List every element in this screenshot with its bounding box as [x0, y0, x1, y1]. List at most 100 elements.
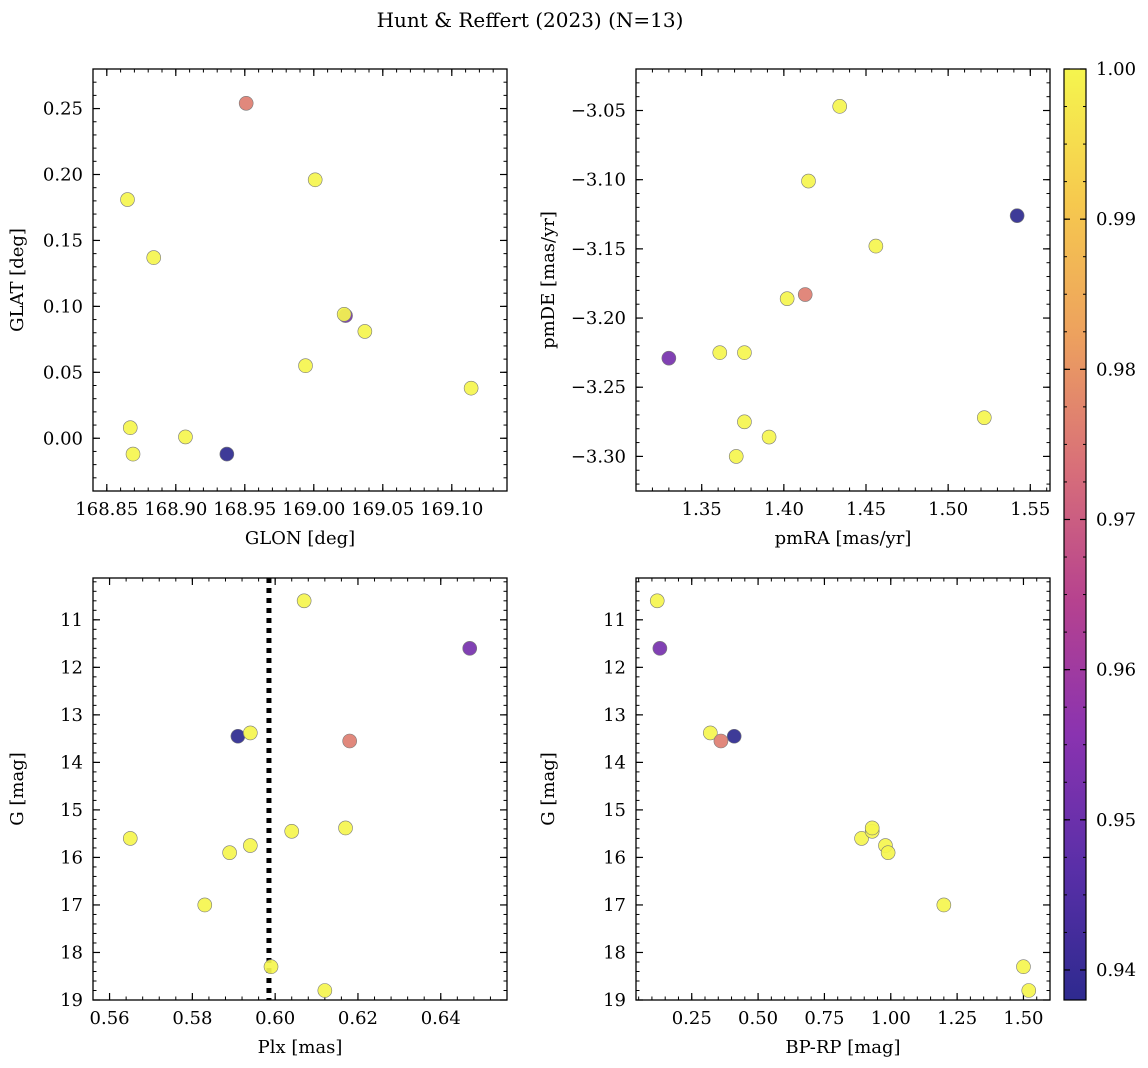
- scatter-point: [649, 593, 665, 609]
- scatter-point: [263, 959, 279, 975]
- scatter-point: [737, 414, 752, 430]
- plot-frame: [635, 68, 1051, 492]
- y-tick-label: 14: [603, 752, 626, 773]
- scatter-point: [146, 250, 162, 265]
- scatter-point: [307, 172, 323, 188]
- scatter-point: [230, 728, 246, 744]
- colorbar-tick-label: 0.98: [1096, 359, 1136, 380]
- x-tick-label: 1.25: [937, 1008, 977, 1029]
- scatter-panel-4: 0.25 0.50 0.75 1.00 1.25 1.50 11 12 13 14 15 16 17 18…: [538, 577, 1051, 1058]
- scatter-point: [976, 410, 992, 425]
- scatter-point: [243, 838, 258, 853]
- y-tick-label: 19: [603, 990, 626, 1011]
- colorbar-gradient: [1063, 68, 1087, 1001]
- y-tick-label: 16: [60, 847, 83, 868]
- colorbar-tick-label: 0.96: [1096, 660, 1136, 681]
- scatter-point: [854, 831, 869, 846]
- y-tick-label: 17: [603, 895, 626, 916]
- scatter-point: [122, 831, 138, 846]
- y-tick-label: 11: [603, 610, 626, 631]
- x-tick-label: 1.35: [682, 499, 722, 520]
- x-tick-label: 169.10: [420, 499, 483, 520]
- y-tick-label: 0.00: [43, 428, 83, 449]
- scatter-point: [880, 845, 896, 860]
- y-tick-label: 14: [60, 752, 83, 773]
- y-tick-label: −3.30: [571, 446, 626, 467]
- y-tick-label: −3.15: [571, 239, 626, 260]
- y-tick-label: −3.05: [571, 101, 626, 122]
- y-tick-label: 12: [60, 657, 83, 678]
- y-tick-label: 19: [60, 990, 83, 1011]
- scatter-point: [832, 99, 848, 114]
- x-tick-label: 1.55: [1010, 499, 1050, 520]
- x-tick-label: 0.75: [804, 1008, 844, 1029]
- scatter-point: [801, 173, 816, 189]
- scatter-point: [357, 324, 373, 339]
- x-tick-label: 0.60: [255, 1008, 295, 1029]
- scatter-point: [197, 897, 213, 913]
- data-layer: [122, 578, 478, 1000]
- x-tick-label: 0.58: [172, 1008, 212, 1029]
- y-tick-label: 11: [60, 610, 83, 631]
- plot-frame: [635, 577, 1051, 1001]
- scatter-point: [1009, 208, 1025, 223]
- x-tick-label: 1.50: [1003, 1008, 1043, 1029]
- scatter-point: [298, 358, 313, 374]
- y-tick-label: 18: [60, 942, 83, 963]
- x-axis-label: Plx [mas]: [258, 1037, 343, 1058]
- scatter-point: [462, 641, 478, 656]
- scatter-point: [703, 725, 718, 741]
- scatter-point: [1016, 959, 1031, 975]
- y-tick-label: 18: [603, 942, 626, 963]
- x-tick-label: 1.00: [871, 1008, 911, 1029]
- x-tick-label: 0.64: [421, 1008, 461, 1029]
- y-axis-label: GLAT [deg]: [7, 228, 28, 332]
- x-tick-label: 168.90: [144, 499, 207, 520]
- scatter-point: [779, 291, 795, 306]
- data-layer: [120, 95, 479, 462]
- scatter-point: [222, 845, 237, 860]
- y-tick-label: −3.10: [571, 170, 626, 191]
- colorbar: 0.94 0.95 0.96 0.97 0.98 0.99 1.00: [1063, 59, 1136, 1001]
- y-tick-label: 0.05: [43, 362, 83, 383]
- x-axis-label: pmRA [mas/yr]: [775, 528, 912, 549]
- scatter-point: [737, 345, 752, 360]
- y-tick-label: 0.10: [43, 296, 83, 317]
- scatter-panel-3: 0.56 0.58 0.60 0.62 0.64 11 12 13 14 15 16 17 18 19 Pl…: [7, 577, 508, 1058]
- scatter-point: [219, 446, 235, 462]
- scatter-point: [661, 350, 677, 366]
- y-tick-label: −3.20: [571, 308, 626, 329]
- y-tick-label: 0.15: [43, 230, 83, 251]
- plot-frame: [92, 68, 508, 492]
- x-tick-label: 1.45: [846, 499, 886, 520]
- scatter-point: [284, 823, 300, 839]
- scatter-point: [936, 897, 952, 913]
- colorbar-tick-label: 1.00: [1096, 59, 1136, 80]
- y-tick-label: 12: [603, 657, 626, 678]
- colorbar-ticks: 0.94 0.95 0.96 0.97 0.98 0.99 1.00: [1064, 59, 1136, 981]
- y-tick-label: 16: [603, 847, 626, 868]
- x-tick-label: 168.85: [75, 499, 138, 520]
- scatter-point: [122, 420, 138, 436]
- x-tick-label: 1.40: [764, 499, 804, 520]
- scatter-point: [712, 345, 728, 360]
- x-axis-label: GLON [deg]: [245, 528, 355, 549]
- y-axis-label: G [mag]: [7, 752, 28, 825]
- scatter-point: [463, 380, 479, 396]
- scatter-point: [238, 95, 254, 111]
- data-layer: [649, 593, 1037, 998]
- x-tick-label: 169.00: [282, 499, 345, 520]
- scatter-panel-2: 1.35 1.40 1.45 1.50 1.55 −3.05 −3.10 −3.15 −3.20…: [538, 68, 1051, 549]
- scatter-point: [296, 593, 312, 609]
- x-axis-label: BP-RP [mag]: [785, 1037, 900, 1058]
- scatter-point: [652, 641, 668, 656]
- scatter-point: [864, 820, 880, 836]
- x-tick-label: 0.25: [672, 1008, 712, 1029]
- scatter-panel-1: 168.85 168.90 168.95 169.00 169.05 169.10 0.00…: [7, 68, 508, 549]
- scatter-point: [1021, 983, 1037, 998]
- y-tick-label: −3.25: [571, 377, 626, 398]
- y-tick-label: 0.25: [43, 99, 83, 120]
- x-tick-label: 0.50: [738, 1008, 778, 1029]
- scatter-point: [797, 287, 813, 302]
- x-tick-label: 1.50: [928, 499, 968, 520]
